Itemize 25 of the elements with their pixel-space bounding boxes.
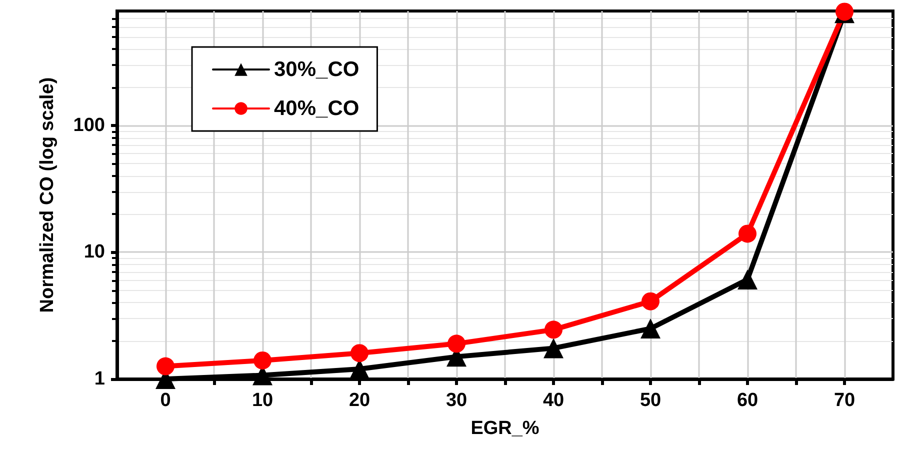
point bbox=[156, 357, 174, 376]
x-tick-label: 20 bbox=[348, 390, 370, 411]
y-axis-title: Normalized CO (log scale) bbox=[37, 77, 58, 313]
y-tick-label: 10 bbox=[84, 242, 105, 263]
x-tick-label: 40 bbox=[542, 390, 564, 411]
point bbox=[448, 334, 466, 353]
x-tick-label: 50 bbox=[640, 390, 662, 411]
point bbox=[738, 269, 758, 290]
x-axis-title: EGR_% bbox=[470, 418, 540, 439]
legend-label: 40%_CO bbox=[274, 97, 360, 120]
y-tick-label: 1 bbox=[94, 368, 106, 390]
x-tick-label: 30 bbox=[446, 390, 468, 411]
x-tick-label: 60 bbox=[736, 390, 758, 411]
x-tick-label: 10 bbox=[252, 390, 274, 411]
point bbox=[738, 224, 756, 243]
x-tick-label: 0 bbox=[160, 390, 171, 411]
point bbox=[350, 344, 368, 362]
point bbox=[640, 318, 660, 339]
x-tick-label: 70 bbox=[834, 390, 856, 411]
point bbox=[642, 292, 660, 310]
legend-label: 30%_CO bbox=[274, 58, 360, 81]
point bbox=[544, 338, 564, 358]
point bbox=[544, 320, 562, 339]
y-tick-label: 100 bbox=[73, 114, 105, 136]
point bbox=[254, 351, 272, 370]
